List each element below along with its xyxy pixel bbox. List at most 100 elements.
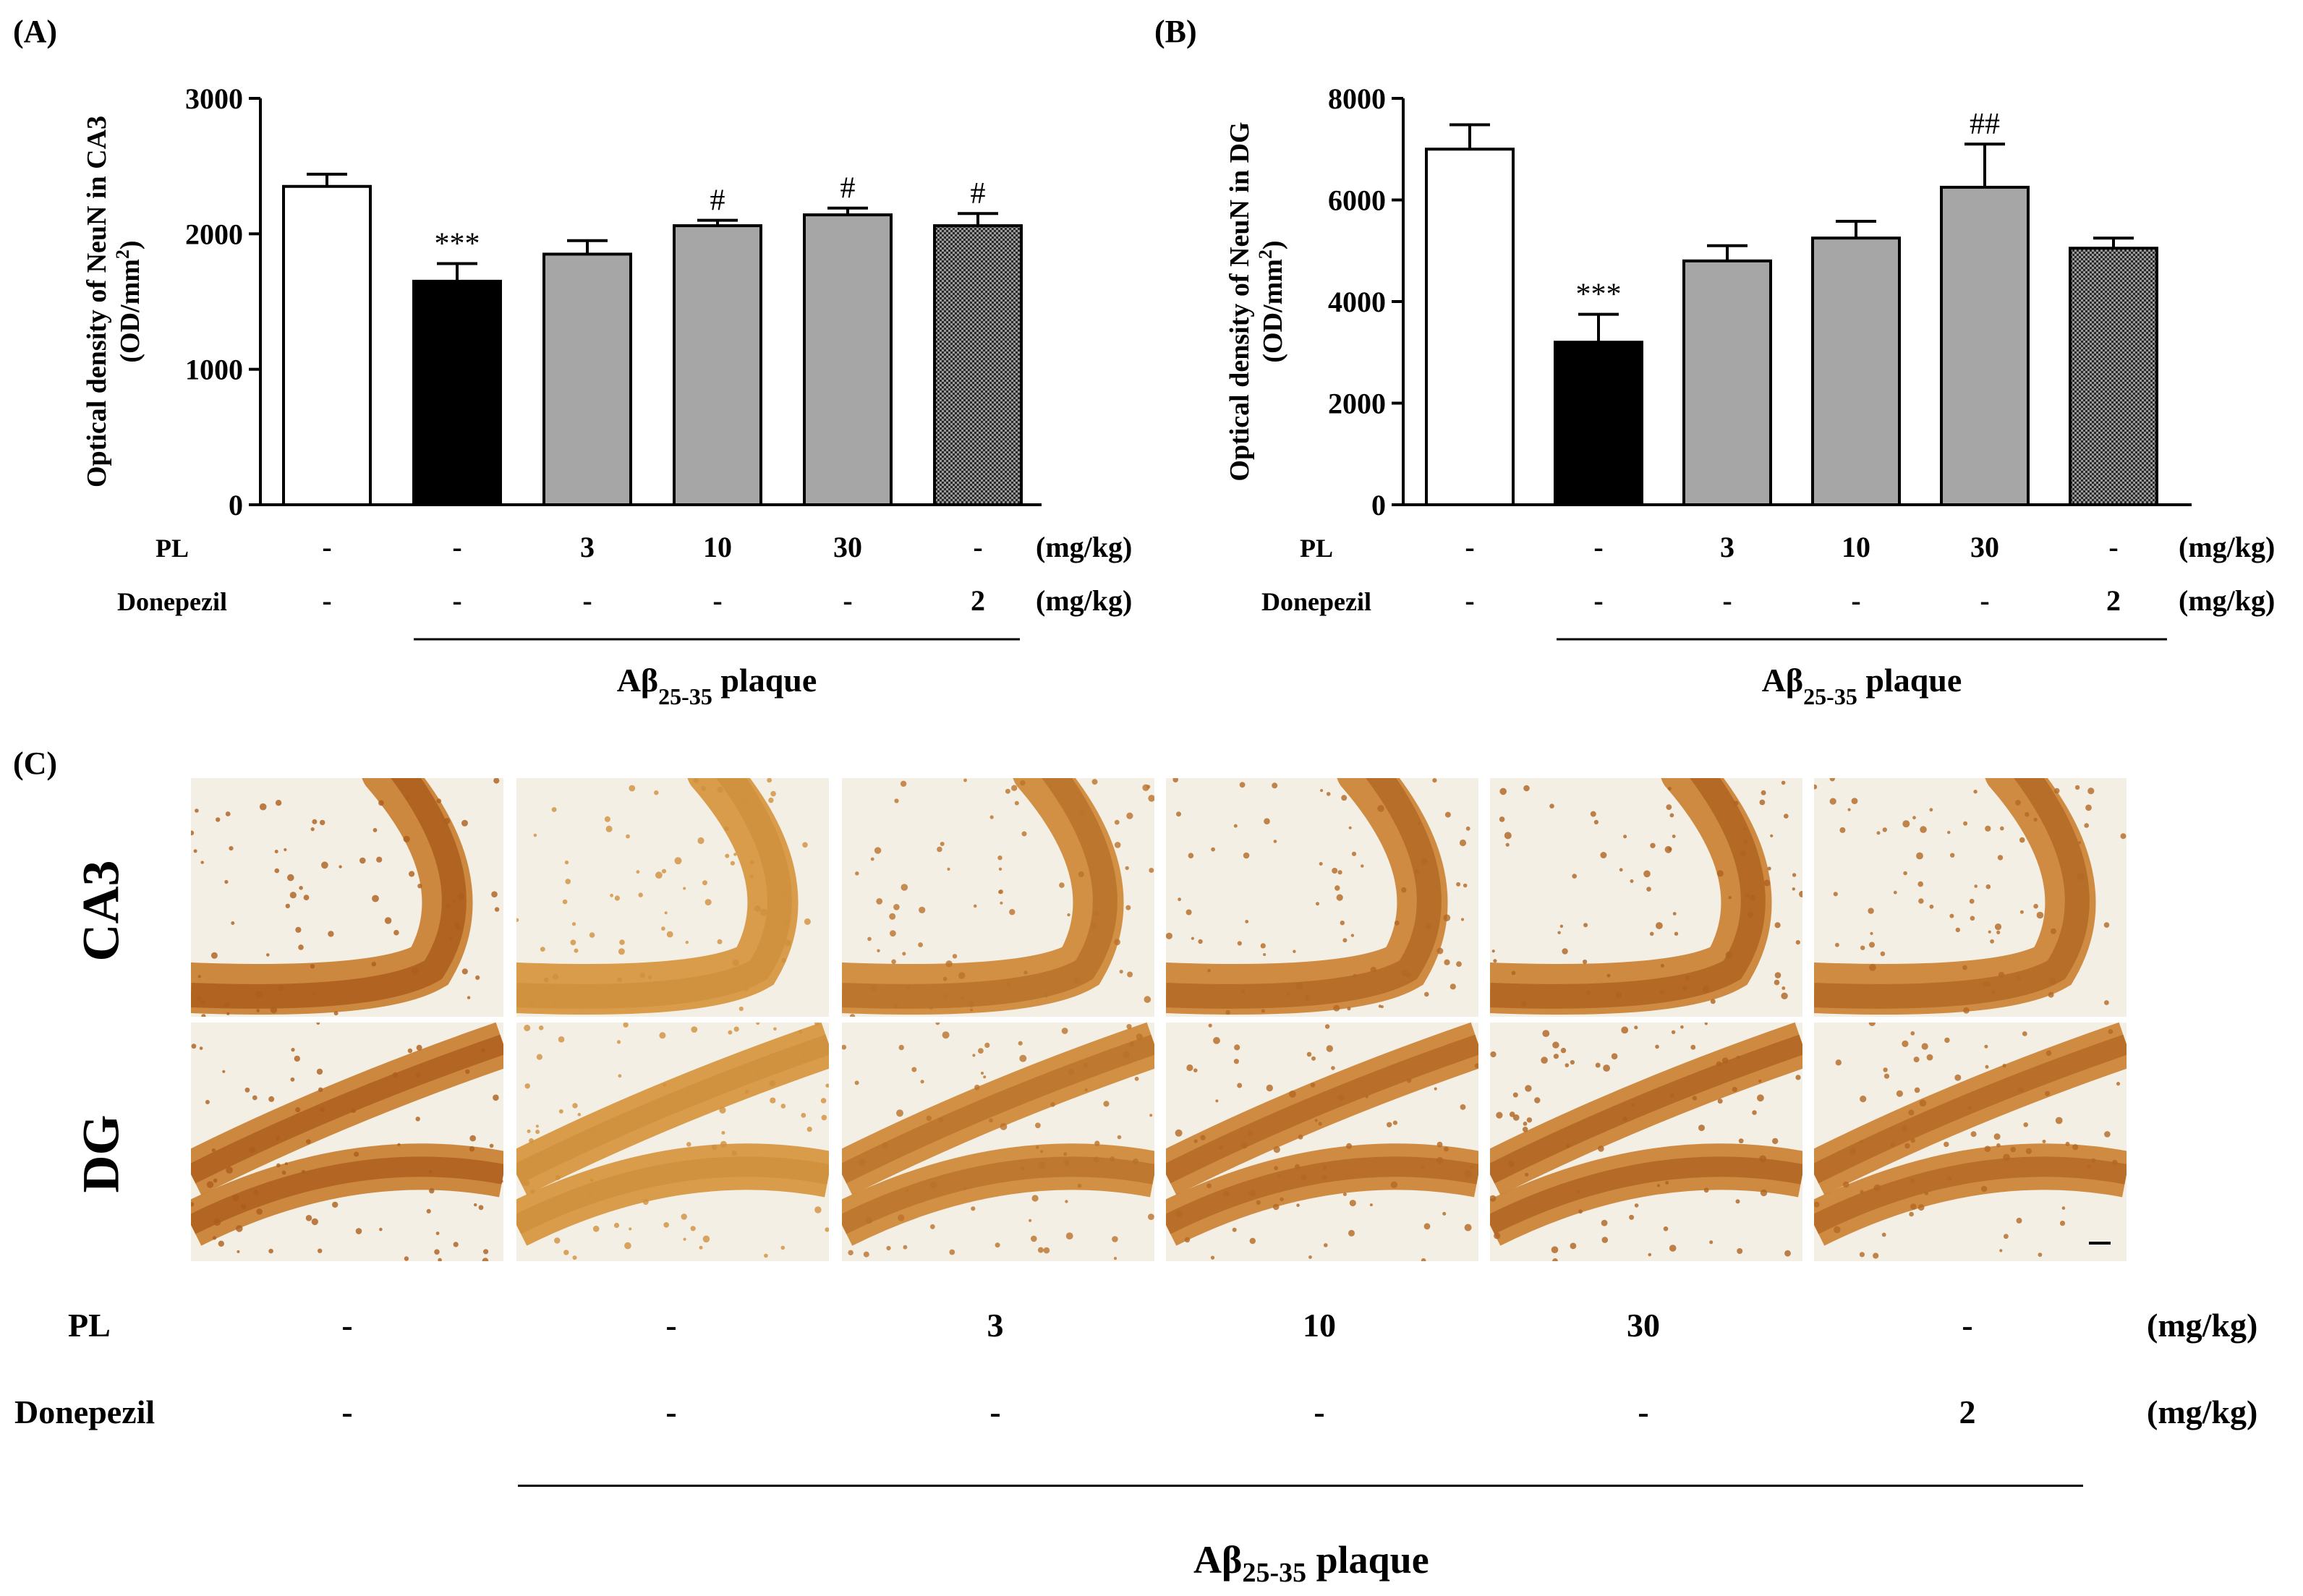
stained-cell: [1908, 1109, 1915, 1116]
stained-cell: [1962, 965, 1967, 970]
unit-label: (mg/kg): [1036, 531, 1132, 563]
stained-cell: [274, 850, 278, 853]
stained-cell: [1044, 993, 1049, 998]
stained-cell: [1710, 999, 1716, 1004]
stained-cell: [1521, 1001, 1527, 1007]
stained-cell: [702, 1235, 710, 1243]
stained-cell: [1525, 1172, 1529, 1177]
stained-cell: [1460, 1104, 1466, 1110]
stained-cell: [1294, 1164, 1301, 1169]
donepezil-dose: -: [1465, 584, 1474, 617]
stained-cell: [521, 1180, 527, 1186]
stained-cell: [1065, 1200, 1068, 1203]
stained-cell: [1444, 811, 1451, 818]
stained-cell: [971, 1206, 976, 1211]
stained-cell: [2046, 1050, 2052, 1057]
stained-cell: [1759, 1155, 1766, 1163]
stained-cell: [1337, 1094, 1345, 1101]
stained-cell: [855, 871, 859, 876]
stained-cell: [624, 1242, 631, 1250]
stained-cell: [1432, 778, 1437, 783]
stained-cell: [891, 959, 896, 965]
stained-cell: [1341, 795, 1348, 801]
stained-cell: [1512, 1114, 1520, 1121]
stained-cell: [1009, 909, 1016, 916]
stained-cell: [1703, 1187, 1709, 1193]
y-tick-label: 6000: [1328, 184, 1386, 217]
pl-dose: -: [1465, 531, 1474, 563]
stained-cell: [1023, 970, 1028, 975]
stained-cell: [1493, 959, 1497, 963]
stained-cell: [551, 807, 557, 812]
stained-cell: [1310, 1083, 1316, 1088]
stained-cell: [438, 1258, 442, 1261]
stained-cell: [1456, 882, 1461, 887]
stained-cell: [683, 1237, 686, 1241]
dg-micrograph: [842, 1023, 1154, 1261]
stained-cell: [255, 991, 263, 998]
stained-cell: [730, 861, 735, 866]
stained-cell: [619, 939, 625, 945]
stained-cell: [1348, 826, 1352, 829]
stained-cell: [1522, 1127, 1528, 1132]
stained-cell: [814, 1023, 820, 1025]
stained-cell: [938, 1117, 944, 1123]
stained-cell: [284, 1162, 288, 1166]
stained-cell: [1043, 1247, 1050, 1254]
stained-cell: [1734, 801, 1739, 806]
c-plaque-abeta: Aβ: [1193, 1538, 1243, 1582]
stained-cell: [193, 849, 197, 853]
stained-cell: [1084, 1088, 1088, 1092]
stained-cell: [1273, 840, 1277, 843]
stained-cell: [543, 977, 549, 983]
stained-cell: [770, 1053, 773, 1057]
stained-cell: [601, 998, 607, 1004]
stained-cell: [1893, 890, 1897, 895]
stained-cell: [1148, 1213, 1154, 1220]
stained-cell: [1526, 1117, 1533, 1123]
stained-cell: [1669, 1245, 1677, 1252]
stained-cell: [570, 939, 576, 946]
dg-micrograph: [1814, 1023, 2127, 1261]
stained-cell: [303, 895, 310, 900]
stained-cell: [1320, 789, 1324, 793]
stained-cell: [1672, 835, 1676, 838]
stained-cell: [1814, 1201, 1820, 1208]
stained-cell: [1910, 1203, 1917, 1210]
stained-cell: [2111, 1159, 2118, 1166]
stained-cell: [989, 815, 994, 819]
stained-cell: [1274, 1166, 1279, 1171]
y-tick-label: 4000: [1328, 286, 1386, 318]
stained-cell: [1664, 845, 1672, 853]
stained-cell: [2023, 1122, 2028, 1127]
stained-cell: [1185, 909, 1192, 916]
stained-cell: [806, 1127, 812, 1132]
stained-cell: [1541, 1057, 1548, 1064]
c-plaque-sub: 25-35: [1242, 1557, 1307, 1588]
stained-cell: [1318, 1122, 1322, 1126]
stained-cell: [984, 1042, 990, 1048]
stained-cell: [764, 1253, 768, 1258]
stained-cell: [469, 1146, 475, 1152]
stained-cell: [1829, 798, 1836, 805]
stained-cell: [555, 1174, 561, 1180]
y-axis-unit: (OD/mm2): [1255, 240, 1289, 362]
stained-cell: [434, 1249, 440, 1255]
stained-cell: [2090, 1158, 2096, 1163]
stained-cell: [618, 1074, 622, 1078]
stained-cell: [1331, 1066, 1335, 1070]
pl-dose: -: [973, 531, 982, 563]
stained-cell: [1240, 989, 1246, 994]
stained-cell: [2019, 910, 2024, 914]
stained-cell: [1747, 911, 1753, 918]
stained-cell: [2120, 833, 2127, 840]
stained-cell: [1914, 1087, 1920, 1093]
stained-cell: [453, 900, 456, 904]
stained-cell: [278, 985, 284, 991]
stained-cell: [376, 856, 383, 863]
stained-cell: [2108, 1029, 2113, 1034]
stained-cell: [998, 867, 1002, 871]
stained-cell: [995, 1242, 1000, 1248]
stained-cell: [1460, 918, 1465, 921]
stained-cell: [1565, 1063, 1570, 1067]
